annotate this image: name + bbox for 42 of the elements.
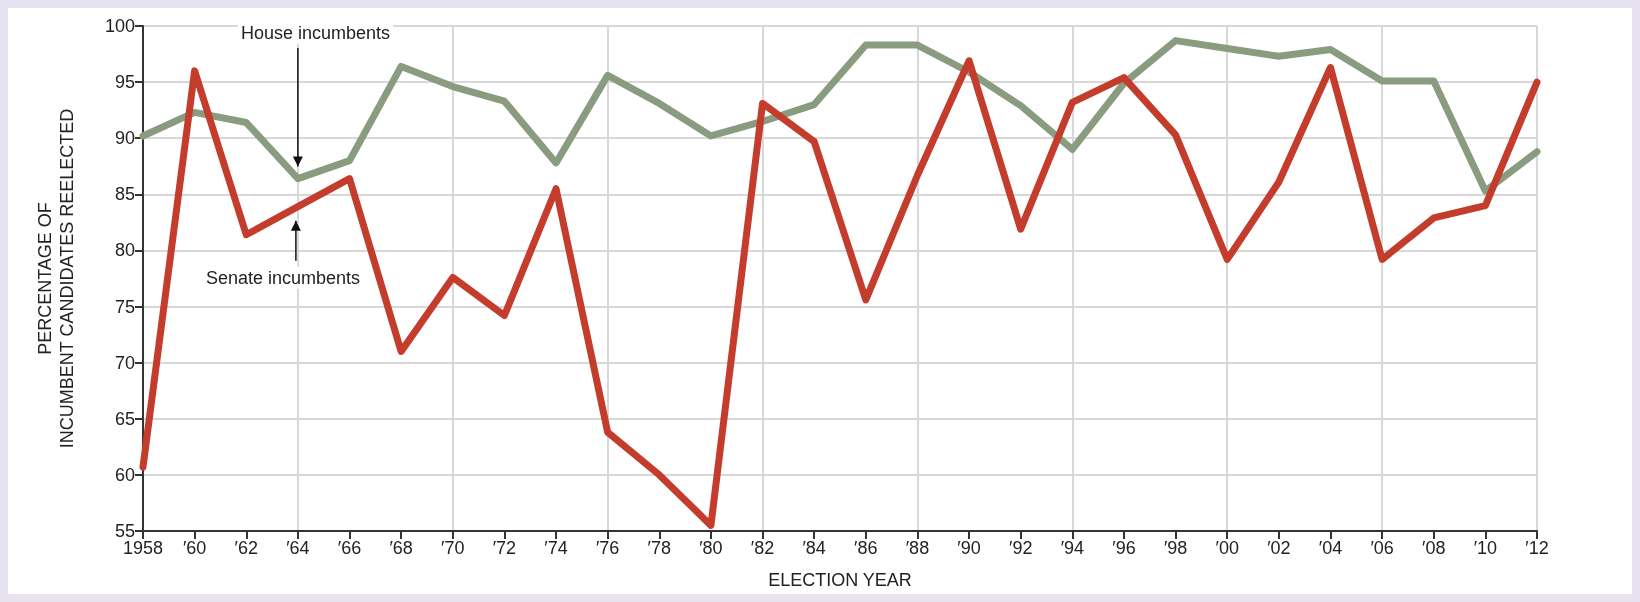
x-tick-label: ′62 [234, 538, 258, 558]
x-tick-label: ′84 [802, 538, 826, 558]
x-tick-label: ′02 [1267, 538, 1291, 558]
x-tick-label: ′78 [647, 538, 671, 558]
x-tick-label: ′74 [544, 538, 568, 558]
x-tick-label: ′12 [1525, 538, 1549, 558]
x-tick-label: ′06 [1370, 538, 1394, 558]
x-tick-label: ′10 [1473, 538, 1498, 558]
x-axis-title: ELECTION YEAR [768, 570, 912, 590]
x-tick-label: ′66 [337, 538, 362, 558]
y-tick-label: 100 [104, 16, 135, 36]
y-tick-label: 70 [114, 352, 135, 373]
y-tick-label: 55 [114, 521, 135, 541]
y-tick-label: 95 [114, 72, 135, 93]
x-tick-label: ′04 [1318, 538, 1343, 558]
x-tick-label: ′98 [1163, 538, 1188, 558]
x-tick-label: ′80 [699, 538, 723, 558]
series-label: Senate incumbents [205, 267, 360, 288]
y-tick-label: 80 [114, 240, 135, 261]
x-tick-label: ′92 [1009, 538, 1033, 558]
series-label: House incumbents [240, 23, 390, 43]
x-tick-label: ′86 [854, 538, 878, 558]
x-tick-label: ′72 [492, 538, 517, 558]
y-axis-title: PERCENTAGE OF INCUMBENT CANDIDATES REELECTED [35, 108, 77, 449]
y-tick-label: 90 [114, 128, 135, 149]
y-tick-label: 60 [114, 464, 135, 485]
x-tick-label: ′76 [595, 538, 620, 558]
x-tick-label: 1958 [122, 538, 164, 558]
x-tick-label: ′64 [286, 538, 310, 558]
y-tick-label: 75 [114, 296, 135, 317]
x-tick-label: ′68 [389, 538, 413, 558]
x-tick-label: ′00 [1215, 538, 1239, 558]
x-tick-label: ′96 [1112, 538, 1136, 558]
y-tick-label: 85 [114, 184, 135, 205]
x-tick-label: ′60 [182, 538, 207, 558]
x-tick-label: ′94 [1060, 538, 1085, 558]
x-tick-label: ′70 [441, 538, 465, 558]
x-tick-label: ′90 [957, 538, 981, 558]
y-tick-label: 65 [114, 408, 135, 429]
x-tick-label: ′88 [905, 538, 930, 558]
x-tick-label: ′08 [1422, 538, 1446, 558]
x-tick-label: ′82 [750, 538, 775, 558]
